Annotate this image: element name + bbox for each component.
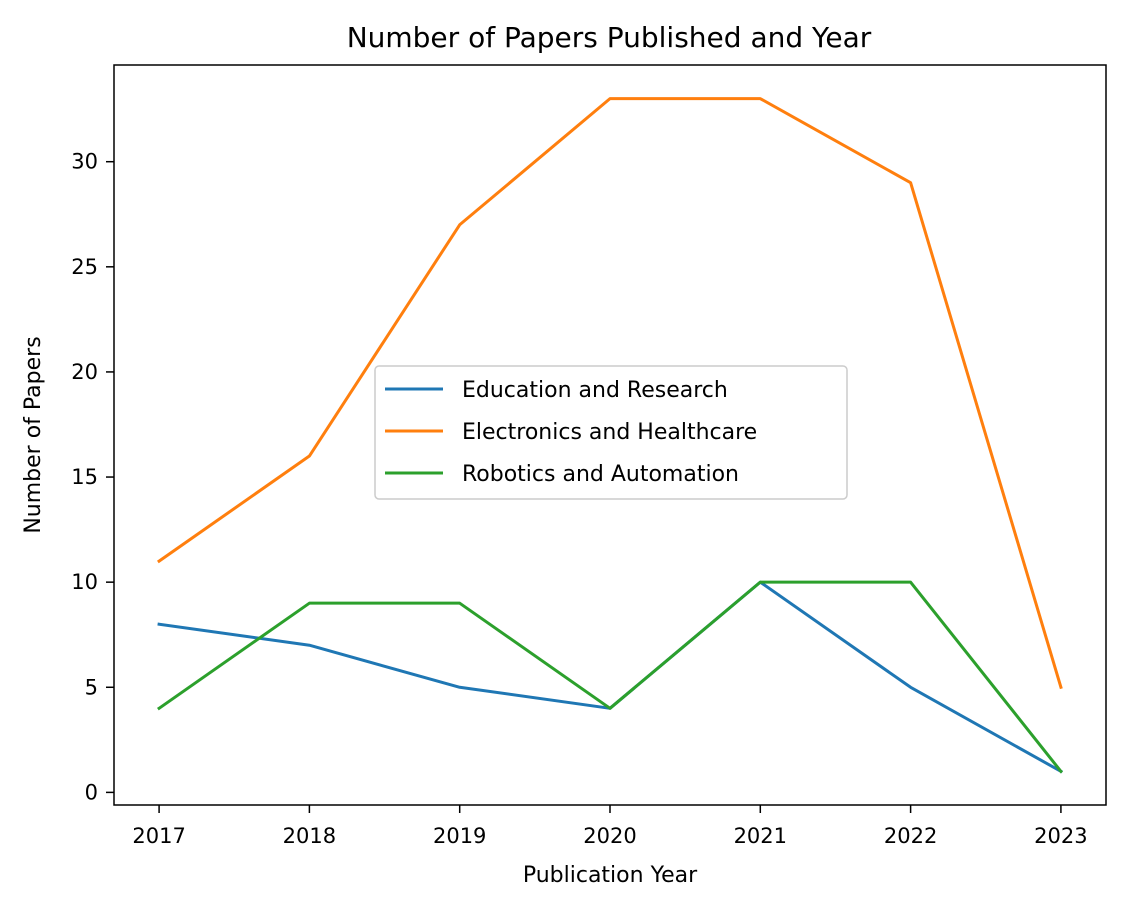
legend: Education and Research Electronics and He…: [374, 365, 848, 500]
legend-label-1: Education and Research: [462, 378, 728, 403]
legend-box: [374, 365, 848, 500]
y-tick-label: 5: [85, 675, 98, 699]
y-tick-label: 0: [85, 780, 98, 804]
x-tick-label: 2022: [884, 824, 937, 848]
x-tick-label: 2017: [132, 824, 185, 848]
y-tick-label: 15: [71, 465, 98, 489]
legend-label-3: Robotics and Automation: [462, 462, 739, 487]
x-axis-ticks: 2017 2018 2019 2020 2021 2022 2023: [132, 805, 1088, 848]
x-tick-label: 2023: [1034, 824, 1087, 848]
y-axis-ticks: 0 5 10 15 20 25 30: [71, 150, 114, 804]
y-tick-label: 30: [71, 150, 98, 174]
x-tick-label: 2018: [283, 824, 336, 848]
series-lines: [157, 97, 1064, 774]
x-tick-label: 2021: [734, 824, 787, 848]
x-tick-label: 2020: [583, 824, 636, 848]
y-axis-label: Number of Papers: [21, 336, 46, 533]
legend-items: Education and Research Electronics and He…: [385, 378, 757, 487]
x-axis-label: Publication Year: [523, 863, 698, 888]
chart-title: Number of Papers Published and Year: [347, 21, 872, 54]
legend-label-2: Electronics and Healthcare: [462, 420, 757, 445]
series-line-2: [157, 97, 1063, 690]
y-tick-label: 20: [71, 360, 98, 384]
y-tick-label: 25: [71, 255, 98, 279]
x-tick-label: 2019: [433, 824, 486, 848]
plot-frame: [113, 64, 1107, 806]
y-tick-label: 10: [71, 570, 98, 594]
series-line-3: [157, 580, 1064, 774]
